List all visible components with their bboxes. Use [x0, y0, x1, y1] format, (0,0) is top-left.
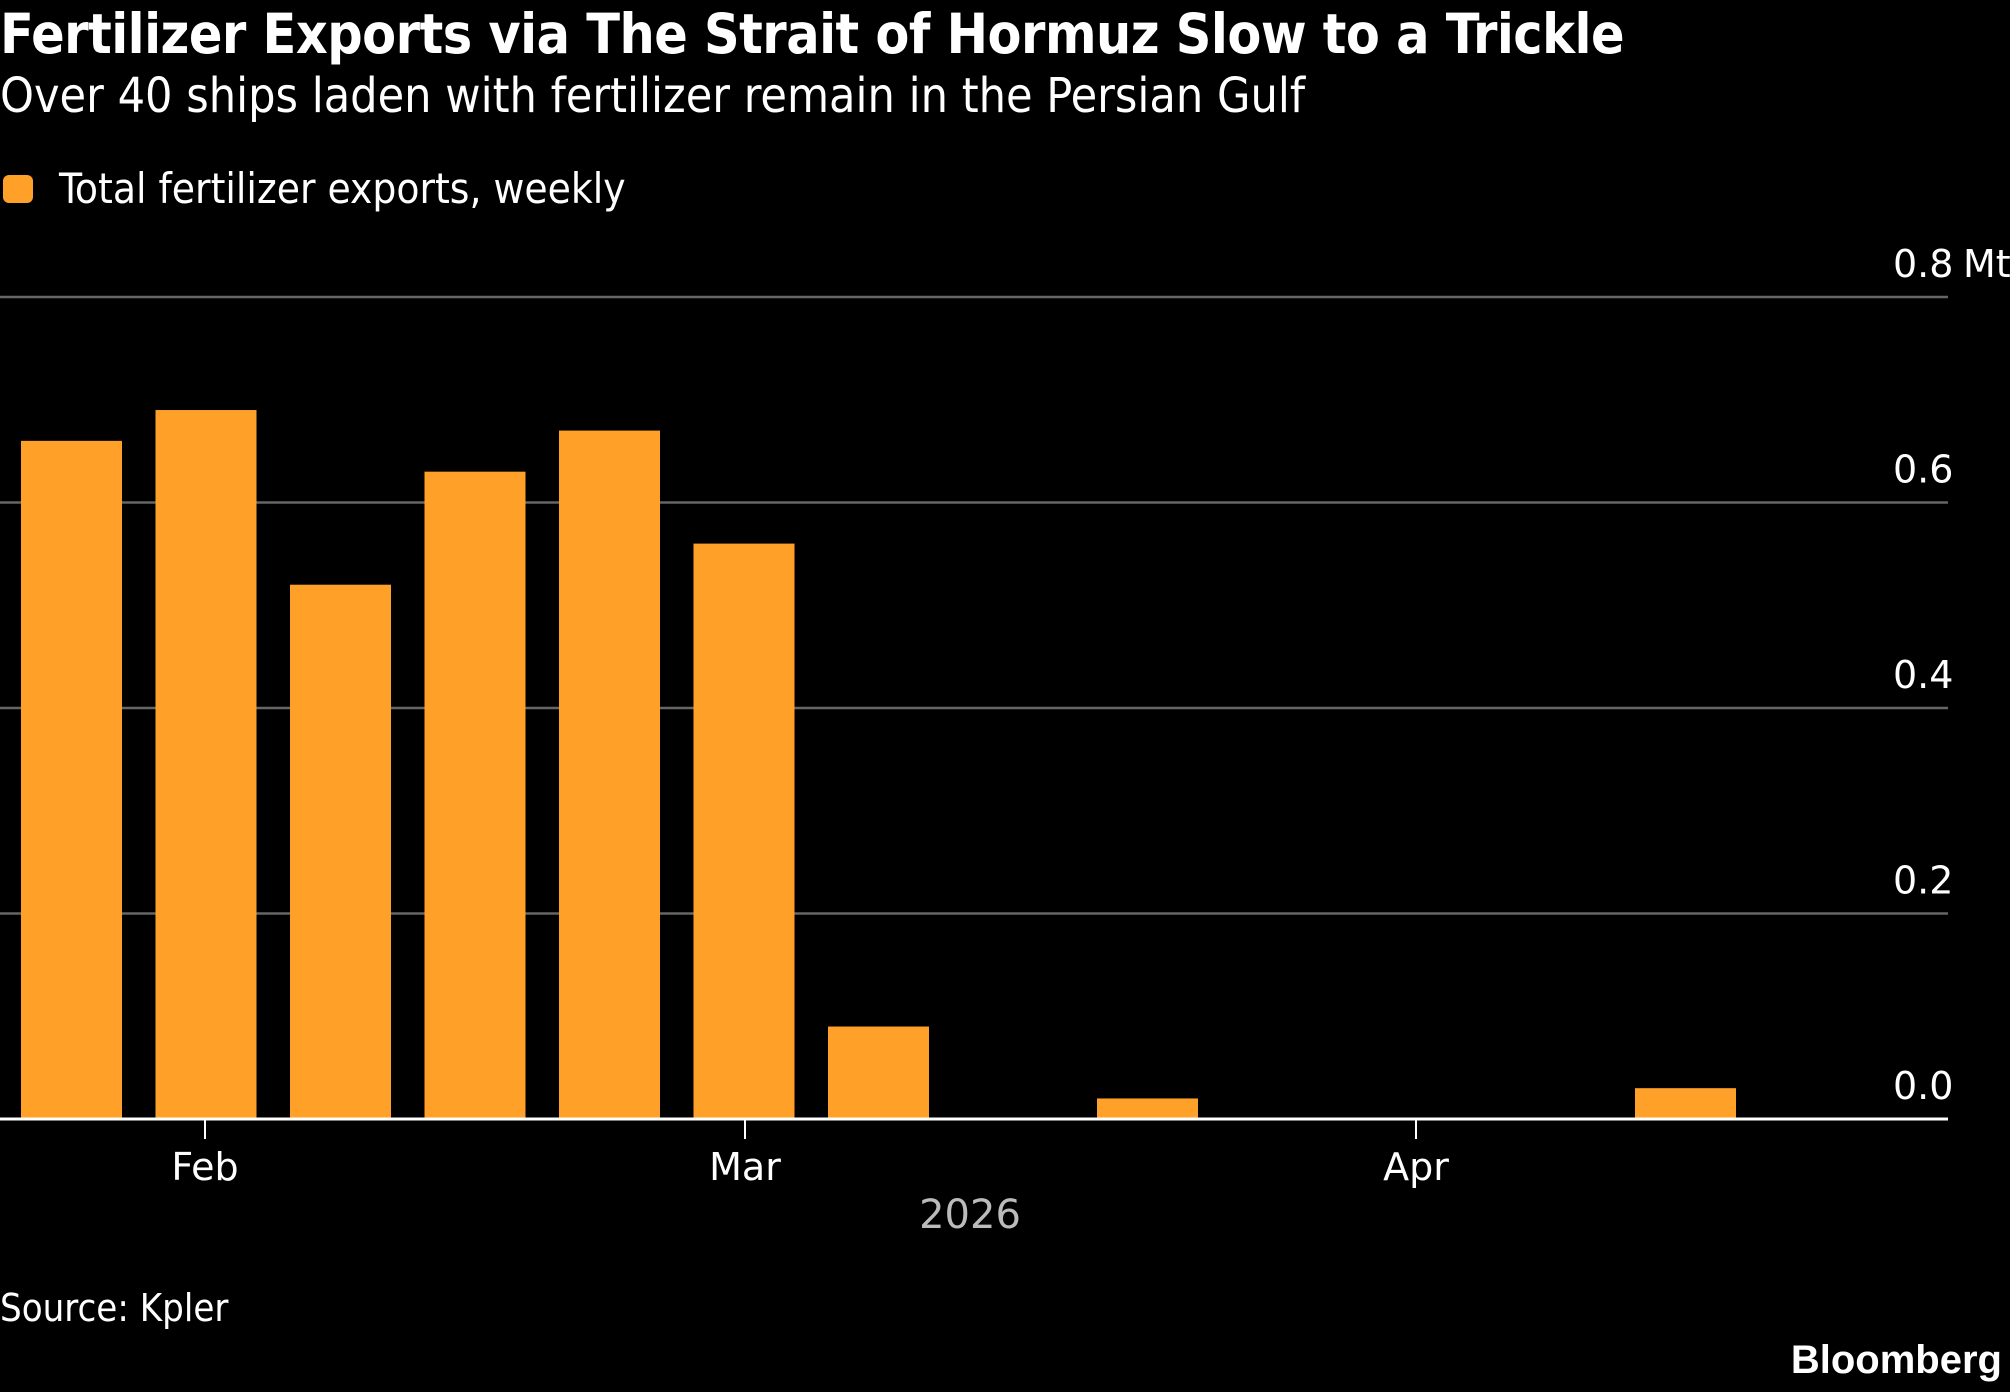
x-tick-label: Mar [709, 1145, 781, 1189]
bloomberg-logo: Bloomberg [1790, 1338, 2002, 1382]
x-tick-label: Apr [1383, 1145, 1449, 1189]
x-tick-label: Feb [171, 1145, 238, 1189]
chart-title: Fertilizer Exports via The Strait of Hor… [0, 2, 1625, 66]
bar [1097, 1098, 1198, 1119]
bar-chart: Feb Mar Apr 2026 0.0 0.2 0.4 0.6 0.8 Mt [0, 242, 2010, 1238]
y-unit-label: Mt [1963, 242, 2010, 286]
legend: Total fertilizer exports, weekly [0, 164, 626, 213]
y-tick-label: 0.8 [1893, 242, 1953, 286]
x-axis-year-label: 2026 [919, 1192, 1021, 1238]
y-tick-label: 0.4 [1893, 653, 1953, 697]
legend-label: Total fertilizer exports, weekly [59, 164, 626, 213]
legend-swatch-icon [3, 174, 33, 203]
y-tick-label: 0.6 [1893, 448, 1953, 492]
bar [424, 471, 526, 1119]
y-axis-labels: 0.0 0.2 0.4 0.6 0.8 Mt [1893, 242, 2010, 1108]
bar [21, 440, 122, 1120]
source-note: Source: Kpler [0, 1286, 229, 1330]
chart-subtitle: Over 40 ships laden with fertilizer rema… [0, 68, 1305, 124]
bar [693, 543, 795, 1119]
bar [1635, 1088, 1736, 1119]
y-tick-label: 0.0 [1893, 1064, 1953, 1108]
bar [155, 410, 257, 1119]
bar [828, 1026, 929, 1119]
x-axis: Feb Mar Apr 2026 [0, 1117, 1948, 1238]
bar [559, 430, 660, 1119]
bars [21, 410, 1736, 1120]
bar [290, 584, 391, 1119]
y-tick-label: 0.2 [1893, 859, 1953, 903]
